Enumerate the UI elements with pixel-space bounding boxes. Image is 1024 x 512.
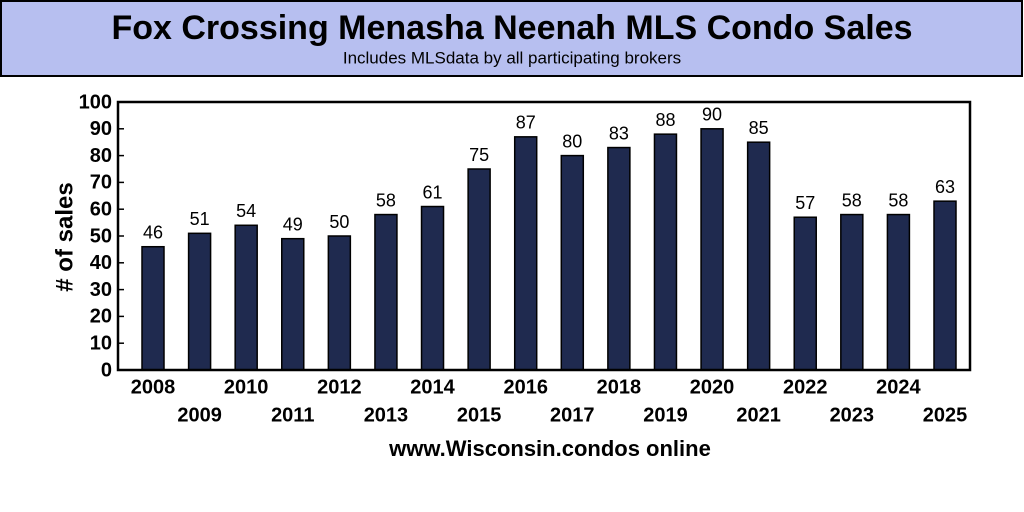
- x-axis-label: www.Wisconsin.condos online: [388, 436, 711, 461]
- x-tick-label: 2022: [783, 376, 828, 398]
- data-label: 75: [469, 145, 489, 165]
- x-tick-label: 2010: [224, 376, 269, 398]
- title-box: [0, 0, 1023, 77]
- x-tick-label: 2024: [876, 376, 921, 398]
- data-label: 51: [190, 209, 210, 229]
- bar: [793, 216, 817, 371]
- data-label: 83: [609, 123, 629, 143]
- data-label: 58: [842, 190, 862, 210]
- x-tick-label: 2009: [177, 404, 222, 426]
- chart-subtitle: Includes MLSdata by all participating br…: [343, 48, 681, 67]
- y-tick-label: 80: [90, 145, 112, 167]
- x-tick-label: 2011: [271, 404, 314, 426]
- x-tick-label: 2014: [410, 376, 455, 398]
- y-tick-label: 30: [90, 279, 112, 301]
- y-axis-label: # of sales: [51, 182, 78, 291]
- data-label: 49: [283, 214, 303, 234]
- x-tick-label: 2017: [550, 404, 595, 426]
- chart-title: Fox Crossing Menasha Neenah MLS Condo Sa…: [111, 9, 912, 47]
- y-tick-label: 70: [90, 172, 112, 194]
- bar: [420, 205, 445, 371]
- data-label: 80: [562, 131, 582, 151]
- data-label: 57: [795, 193, 815, 213]
- y-tick-label: 20: [90, 306, 112, 328]
- bar: [327, 235, 352, 371]
- data-label: 61: [423, 182, 443, 202]
- bar: [746, 141, 771, 371]
- y-tick-label: 40: [90, 252, 112, 274]
- x-tick-label: 2019: [643, 404, 688, 426]
- x-tick-label: 2023: [830, 404, 875, 426]
- bar: [700, 128, 724, 371]
- bar: [187, 232, 212, 371]
- data-label: 54: [236, 201, 256, 221]
- data-label: 63: [935, 177, 955, 197]
- data-label: 58: [888, 190, 908, 210]
- x-tick-label: 2016: [503, 376, 548, 398]
- data-label: 90: [702, 105, 722, 125]
- bar: [607, 146, 631, 371]
- bar: [467, 168, 491, 371]
- bar: [933, 200, 957, 371]
- data-label: 50: [329, 212, 349, 232]
- bar: [513, 136, 538, 371]
- data-label: 46: [143, 222, 163, 242]
- bar: [141, 245, 165, 371]
- y-tick-label: 100: [79, 91, 112, 113]
- x-tick-label: 2013: [364, 404, 409, 426]
- plot-frame: [116, 100, 972, 372]
- data-label: 85: [749, 118, 769, 138]
- x-tick-label: 2025: [923, 404, 968, 426]
- x-tick-label: 2021: [736, 404, 781, 426]
- x-tick-label: 2015: [457, 404, 502, 426]
- bar: [840, 213, 864, 371]
- bar: [886, 213, 911, 371]
- data-label: 88: [655, 110, 675, 130]
- y-tick-label: 60: [90, 198, 112, 220]
- bar: [234, 224, 258, 371]
- y-tick-label: 50: [90, 225, 112, 247]
- bar: [560, 154, 585, 371]
- y-tick-label: 10: [90, 332, 112, 354]
- data-label: 58: [376, 190, 396, 210]
- bar: [374, 213, 398, 371]
- bar: [653, 133, 678, 371]
- x-tick-label: 2008: [131, 376, 176, 398]
- x-tick-label: 2012: [317, 376, 362, 398]
- bar: [281, 237, 305, 371]
- y-tick-label: 0: [101, 359, 112, 381]
- data-label: 87: [516, 113, 536, 133]
- x-tick-label: 2018: [597, 376, 642, 398]
- x-tick-label: 2020: [690, 376, 735, 398]
- y-tick-label: 90: [90, 118, 112, 140]
